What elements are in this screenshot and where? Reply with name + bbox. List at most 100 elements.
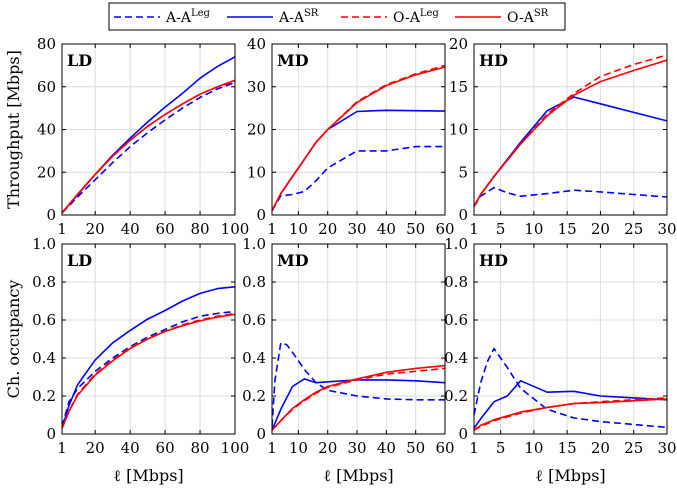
x-axis-label: ℓ [Mbps] (113, 466, 183, 485)
legend-entry-superscript: Leg (420, 8, 440, 19)
y-tick-label: 30 (247, 78, 266, 96)
x-tick-label: 1 (267, 220, 277, 238)
axes-frame (61, 243, 236, 435)
x-tick-label: 20 (591, 220, 610, 238)
y-tick-label: 10 (247, 163, 266, 181)
legend-entry-superscript: Leg (191, 8, 211, 19)
series-line-a-a-sr (62, 286, 235, 429)
x-tick-label: 25 (624, 439, 643, 457)
y-tick-label: 0.4 (32, 349, 56, 367)
x-axis-label: ℓ [Mbps] (323, 466, 393, 485)
y-axis-label: Ch. occupancy (4, 280, 23, 399)
y-tick-label: 40 (247, 35, 266, 53)
x-tick-label: 100 (221, 439, 250, 457)
series-line-o-a-sr (474, 398, 667, 431)
series-line-o-a-sr (272, 66, 445, 212)
y-tick-label: 1.0 (32, 235, 56, 253)
legend-entry: A-ALeg (165, 8, 211, 26)
y-tick-label: 0.2 (444, 387, 468, 405)
legend-entry-label: A-A (165, 10, 192, 26)
y-tick-label: 0 (46, 206, 56, 224)
y-tick-label: 0.2 (242, 387, 266, 405)
y-tick-label: 60 (37, 78, 56, 96)
series-group (474, 54, 667, 207)
x-tick-label: 80 (191, 439, 210, 457)
series-line-a-a-leg (272, 145, 445, 212)
legend-entry-label: O-A (507, 10, 535, 26)
legend-entry-label: A-A (278, 10, 305, 26)
x-tick-label: 1 (57, 220, 67, 238)
x-tick-label: 60 (156, 439, 175, 457)
x-tick-label: 1 (469, 220, 479, 238)
y-tick-label: 0.8 (242, 273, 266, 291)
series-group (272, 64, 445, 212)
series-group (62, 56, 235, 214)
series-group (62, 286, 235, 429)
legend-entry: A-ASR (278, 8, 319, 26)
x-tick-label: 10 (524, 220, 543, 238)
y-tick-label: 40 (37, 121, 56, 139)
series-line-o-a-leg (62, 80, 235, 214)
chart-panel-occupancy-hd: 1 5 10 15 20 25 30 0 0.2 0.4 0.6 0.8 1.0 HD ℓ [Mbps] (444, 235, 676, 485)
legend-entry-superscript: SR (304, 8, 319, 19)
chart-panel-occupancy-ld: 1 20 40 60 80 100 0 0.2 0.4 0.6 0.8 1.0 LD Ch. occupa… (4, 235, 249, 485)
x-tick-label: 50 (406, 439, 425, 457)
x-tick-label: 30 (347, 439, 366, 457)
series-line-o-a-sr (474, 59, 667, 207)
x-tick-label: 40 (377, 439, 396, 457)
x-tick-label: 25 (624, 220, 643, 238)
y-tick-label: 0 (458, 206, 468, 224)
axes-frame (271, 243, 446, 435)
x-axis-label: ℓ [Mbps] (535, 466, 605, 485)
y-axis-label: Throughput [Mbps] (4, 50, 23, 209)
x-tick-label: 80 (191, 220, 210, 238)
panel-title: HD (479, 51, 508, 70)
x-tick-label: 60 (435, 439, 454, 457)
x-tick-label: 40 (121, 220, 140, 238)
series-line-o-a-sr (62, 313, 235, 429)
y-tick-label: 20 (37, 163, 56, 181)
y-tick-label: 20 (449, 35, 468, 53)
y-tick-label: 1.0 (242, 235, 266, 253)
panel-title: MD (277, 251, 309, 270)
x-tick-label: 30 (657, 439, 676, 457)
y-tick-label: 0.6 (444, 311, 468, 329)
panel-title: HD (479, 251, 508, 270)
y-tick-label: 0.2 (32, 387, 56, 405)
y-tick-label: 1.0 (444, 235, 468, 253)
x-tick-label: 30 (347, 220, 366, 238)
x-tick-label: 30 (657, 220, 676, 238)
chart-panel-occupancy-md: 1 10 20 30 40 50 60 0 0.2 0.4 0.6 0.8 1.0 MD ℓ [Mbps] (242, 235, 454, 485)
y-tick-label: 15 (449, 78, 468, 96)
x-tick-label: 1 (57, 439, 67, 457)
legend: A-ALeg A-ASR O-ALeg O-ASR (108, 2, 566, 31)
x-tick-label: 20 (86, 439, 105, 457)
legend-entry-label: O-A (393, 10, 421, 26)
y-tick-label: 0.6 (32, 311, 56, 329)
x-tick-label: 20 (318, 220, 337, 238)
series-line-o-a-leg (474, 397, 667, 431)
x-tick-label: 10 (524, 439, 543, 457)
y-tick-label: 0 (46, 425, 56, 443)
x-tick-label: 5 (496, 220, 506, 238)
series-group (272, 341, 445, 431)
x-tick-label: 15 (558, 439, 577, 457)
series-line-a-a-leg (62, 81, 235, 214)
y-tick-label: 0 (256, 206, 266, 224)
series-line-o-a-sr (272, 364, 445, 431)
y-tick-label: 0.8 (444, 273, 468, 291)
legend-entry: O-ASR (507, 8, 549, 26)
series-line-a-a-leg (62, 310, 235, 427)
series-line-o-a-sr (62, 79, 235, 214)
series-line-a-a-sr (62, 56, 235, 214)
y-tick-label: 0.6 (242, 311, 266, 329)
x-tick-label: 40 (121, 439, 140, 457)
x-tick-label: 20 (318, 439, 337, 457)
axes-frame (473, 243, 668, 435)
series-group (474, 347, 667, 431)
series-line-a-a-leg (474, 347, 667, 429)
y-tick-label: 20 (247, 121, 266, 139)
series-line-o-a-leg (272, 367, 445, 431)
